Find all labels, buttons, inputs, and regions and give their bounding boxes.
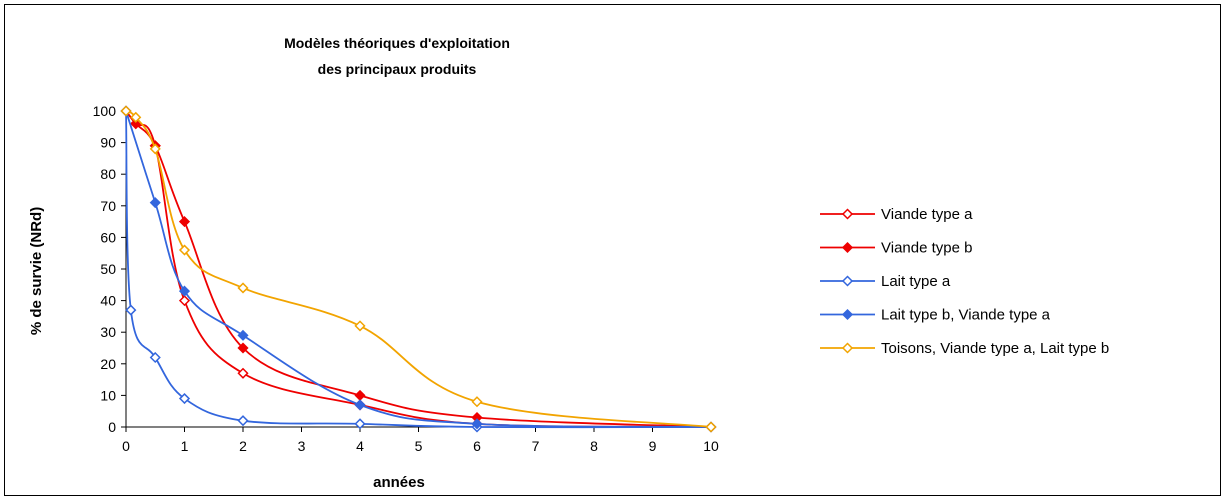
chart-svg: Modèles théoriques d'exploitation des pr… (28, 35, 1109, 491)
y-tick-label: 80 (100, 166, 116, 182)
legend-item: Lait type a (820, 273, 951, 290)
legend-marker (841, 342, 854, 354)
series-line (125, 110, 712, 428)
x-tick-label: 8 (590, 438, 598, 454)
x-tick-label: 1 (181, 438, 189, 454)
series-3 (120, 105, 717, 433)
data-point (125, 304, 137, 316)
data-point (354, 418, 366, 430)
data-point (237, 342, 249, 354)
legend: Viande type a Viande type b Lait type a Lai… (820, 206, 1109, 357)
y-tick-label: 10 (100, 387, 116, 403)
series-line (125, 110, 712, 428)
x-tick-label: 0 (122, 438, 130, 454)
y-tick-label: 90 (100, 135, 116, 151)
y-axis-label: % de survie (NRd) (28, 207, 45, 335)
series-5 (120, 105, 717, 433)
y-tick-label: 40 (100, 293, 116, 309)
x-tick-label: 10 (703, 438, 719, 454)
series-layer (120, 105, 717, 433)
x-tick-label: 3 (298, 438, 306, 454)
x-tick-label: 6 (473, 438, 481, 454)
data-point (471, 418, 483, 430)
data-point (149, 197, 161, 209)
data-point (178, 216, 191, 228)
legend-item: Lait type b, Viande type a (820, 307, 1051, 324)
data-point (471, 396, 483, 408)
legend-item: Toisons, Viande type a, Lait type b (820, 340, 1109, 357)
legend-marker (841, 308, 854, 321)
x-tick-label: 4 (356, 438, 364, 454)
y-tick-label: 20 (100, 356, 116, 372)
data-point (120, 105, 132, 117)
data-point (178, 244, 191, 256)
data-point (354, 389, 366, 401)
data-point (354, 399, 366, 411)
axes: 0 10 20 30 40 50 60 70 80 90 100 0 1 2 3 4 5 6 7 8 9 10 (93, 103, 719, 454)
series-line (125, 110, 712, 428)
series-2 (120, 105, 717, 433)
series-line (125, 110, 712, 429)
series-line (125, 110, 712, 428)
x-tick-label: 7 (532, 438, 540, 454)
legend-label: Toisons, Viande type a, Lait type b (881, 340, 1109, 357)
y-tick-label: 100 (93, 103, 117, 119)
legend-marker (841, 241, 854, 254)
data-point (237, 367, 249, 379)
series-1 (120, 105, 717, 433)
chart-title: Modèles théoriques d'exploitation des pr… (284, 35, 510, 77)
legend-item: Viande type b (820, 240, 972, 257)
y-tick-label: 50 (100, 261, 116, 277)
y-tick-label: 30 (100, 324, 116, 340)
x-tick-label: 5 (415, 438, 423, 454)
legend-marker (841, 208, 854, 220)
data-point (237, 282, 249, 294)
chart-title-line-1: Modèles théoriques d'exploitation (284, 35, 510, 51)
data-point (705, 421, 717, 433)
legend-marker (841, 275, 854, 287)
data-point (354, 320, 366, 332)
data-point (178, 295, 191, 307)
data-point (130, 118, 142, 130)
legend-label: Viande type b (881, 240, 972, 257)
data-point (237, 415, 249, 427)
x-tick-label: 9 (649, 438, 657, 454)
data-point (149, 143, 161, 155)
x-tick-label: 2 (239, 438, 247, 454)
data-point (237, 329, 249, 341)
data-point (149, 351, 161, 364)
legend-label: Lait type b, Viande type a (881, 307, 1051, 324)
legend-item: Viande type a (820, 206, 973, 223)
chart-title-line-2: des principaux produits (318, 61, 477, 77)
y-tick-label: 0 (108, 419, 116, 435)
data-point (178, 392, 191, 405)
x-axis-label: années (373, 474, 425, 491)
legend-label: Lait type a (881, 273, 951, 290)
series-4 (120, 105, 717, 433)
chart-frame: Modèles théoriques d'exploitation des pr… (4, 4, 1221, 496)
y-tick-label: 70 (100, 198, 116, 214)
y-tick-label: 60 (100, 229, 116, 245)
data-point (130, 111, 142, 123)
legend-label: Viande type a (881, 206, 973, 223)
data-point (178, 285, 191, 297)
